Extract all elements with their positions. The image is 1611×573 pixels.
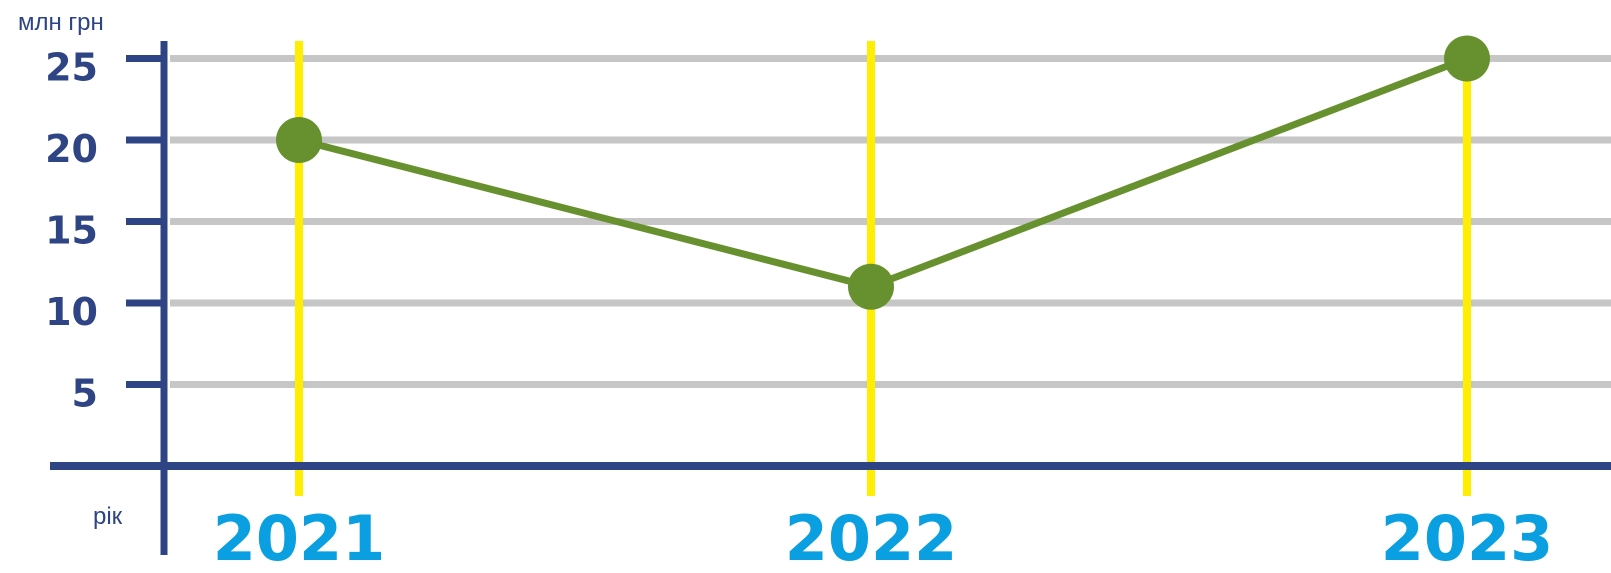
series	[276, 35, 1490, 310]
data-point-2023	[1444, 35, 1490, 82]
grid-lines	[170, 55, 1611, 388]
x-tick-label-2023: 2023	[1381, 502, 1554, 573]
y-tick-label-10: 10	[45, 290, 98, 334]
y-tick-label-5: 5	[72, 372, 98, 416]
series-line	[298, 55, 1469, 291]
y-tick-label-20: 20	[45, 127, 98, 171]
x-tick-labels: 2021 2022 2023	[213, 502, 1554, 573]
data-point-2021	[276, 117, 322, 163]
axes	[50, 41, 1611, 555]
x-tick-label-2021: 2021	[213, 502, 386, 573]
y-axis-label: млн грн	[18, 9, 104, 36]
x-tick-label-2022: 2022	[785, 502, 958, 573]
y-ticks: 5 10 15 20 25	[45, 46, 164, 416]
x-axis-label: рік	[93, 503, 123, 530]
data-point-2022	[848, 263, 894, 310]
y-tick-label-15: 15	[45, 209, 98, 253]
y-tick-label-25: 25	[45, 46, 98, 90]
